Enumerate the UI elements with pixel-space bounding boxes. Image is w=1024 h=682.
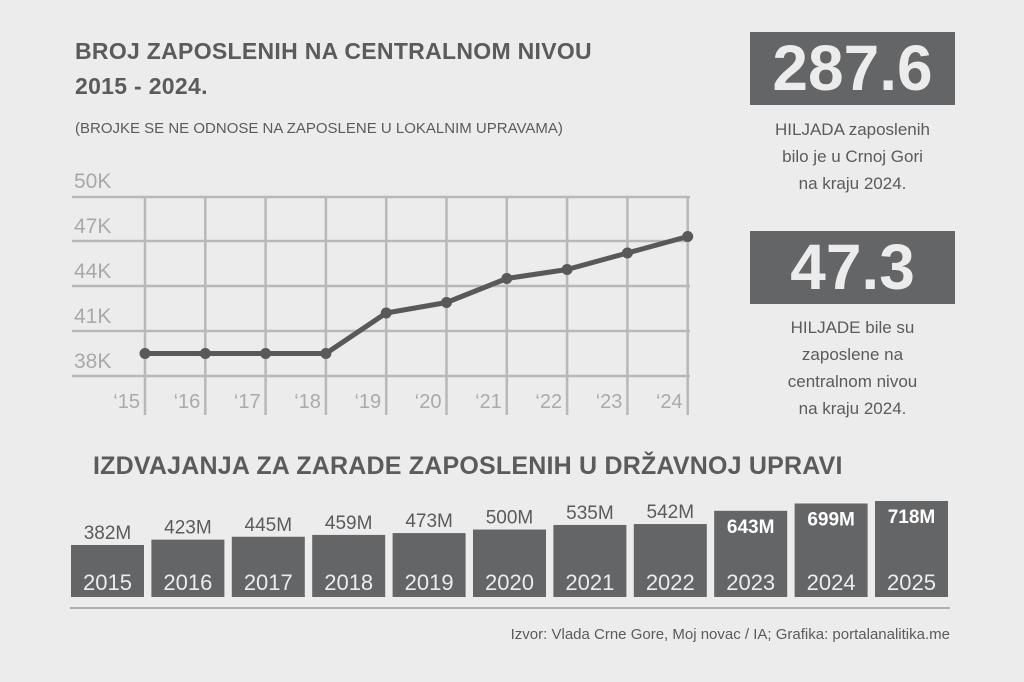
bar-value-label: 500M bbox=[486, 508, 534, 529]
chart-subtitle: (BROJKE SE NE ODNOSE NA ZAPOSLENE U LOKA… bbox=[75, 120, 563, 137]
bar-value-label: 542M bbox=[647, 502, 695, 523]
note-line: zaposlene na bbox=[801, 345, 904, 364]
y-tick-label: 38K bbox=[74, 350, 111, 373]
chart-title: BROJ ZAPOSLENIH NA CENTRALNOM NIVOU 2015… bbox=[75, 34, 592, 104]
data-point bbox=[380, 307, 392, 319]
bar-year-label: 2015 bbox=[83, 570, 132, 595]
data-point bbox=[682, 231, 694, 242]
y-tick-label: 44K bbox=[74, 260, 111, 283]
bar bbox=[875, 501, 948, 597]
note-line: HILJADA zaposlenih bbox=[775, 120, 930, 139]
data-point bbox=[501, 273, 513, 284]
x-tick-label: ‘20 bbox=[415, 391, 442, 413]
x-tick-label: ‘23 bbox=[596, 391, 623, 413]
data-point bbox=[320, 348, 332, 359]
note-line: na kraju 2024. bbox=[798, 399, 907, 418]
data-point bbox=[199, 348, 211, 359]
x-tick-label: ‘17 bbox=[234, 391, 261, 413]
salaries-section-title: IZDVAJANJA ZA ZARADE ZAPOSLENIH U DRŽAVN… bbox=[93, 452, 843, 480]
bar-value-label: 718M bbox=[888, 507, 936, 528]
data-point bbox=[441, 297, 452, 308]
bar bbox=[633, 524, 707, 597]
x-tick-label: ‘18 bbox=[294, 391, 321, 413]
bar-year-label: 2021 bbox=[565, 570, 614, 595]
x-tick-label: ‘21 bbox=[475, 391, 502, 413]
bar bbox=[151, 539, 225, 597]
bar-value-label: 423M bbox=[164, 518, 212, 539]
bar bbox=[714, 510, 788, 597]
stat-central-note: HILJADE bile su zaposlene na centralnom … bbox=[740, 314, 965, 422]
bar bbox=[794, 503, 868, 597]
data-point bbox=[260, 348, 272, 359]
note-line: centralnom nivou bbox=[787, 372, 918, 391]
bar-year-label: 2016 bbox=[163, 570, 212, 595]
bar-year-label: 2024 bbox=[807, 570, 856, 595]
x-tick-label: ‘22 bbox=[535, 391, 562, 413]
data-point bbox=[561, 264, 573, 275]
x-tick-label: ‘19 bbox=[354, 391, 381, 413]
note-line: bilo je u Crnoj Gori bbox=[782, 147, 923, 166]
bar-value-label: 473M bbox=[405, 511, 453, 532]
stat-central-value: 47.3 bbox=[750, 231, 955, 304]
bar-value-label: 445M bbox=[245, 515, 293, 536]
data-point bbox=[139, 348, 151, 359]
bar bbox=[71, 545, 144, 597]
bar-value-label: 643M bbox=[727, 517, 775, 538]
note-line: na kraju 2024. bbox=[798, 174, 907, 193]
source-credit: Izvor: Vlada Crne Gore, Moj novac / IA; … bbox=[510, 626, 950, 643]
bar-value-label: 535M bbox=[566, 503, 614, 524]
bar-value-label: 699M bbox=[807, 509, 855, 530]
y-tick-label: 47K bbox=[74, 215, 111, 238]
stat-total-note: HILJADA zaposlenih bilo je u Crnoj Gori … bbox=[740, 116, 965, 197]
x-tick-label: ‘24 bbox=[656, 391, 683, 413]
bar-year-label: 2023 bbox=[726, 570, 775, 595]
bar-value-label: 382M bbox=[84, 523, 132, 544]
y-tick-label: 50K bbox=[74, 170, 111, 193]
note-line: HILJADE bile su bbox=[790, 318, 915, 337]
bar bbox=[553, 524, 627, 597]
data-point bbox=[621, 247, 633, 259]
bar bbox=[231, 536, 305, 597]
title-line-2: 2015 - 2024. bbox=[75, 73, 208, 99]
stat-total-value: 287.6 bbox=[750, 32, 955, 105]
bar-year-label: 2019 bbox=[405, 570, 454, 595]
x-tick-label: ‘16 bbox=[174, 391, 201, 413]
bar-year-label: 2020 bbox=[485, 570, 534, 595]
salaries-bar-chart: 2015 382M 2016 423M 2017 445M 2018 459M 2019 473M… bbox=[70, 501, 950, 609]
bar-year-label: 2017 bbox=[244, 570, 293, 595]
bar bbox=[312, 534, 386, 597]
y-tick-label: 41K bbox=[74, 305, 111, 328]
bar-value-label: 459M bbox=[325, 513, 373, 534]
bar bbox=[473, 529, 546, 597]
title-line-1: BROJ ZAPOSLENIH NA CENTRALNOM NIVOU bbox=[75, 38, 592, 64]
bar-year-label: 2022 bbox=[646, 570, 695, 595]
bar-year-label: 2018 bbox=[324, 570, 373, 595]
series-line bbox=[145, 234, 689, 356]
bar bbox=[392, 533, 466, 597]
x-tick-label: ‘15 bbox=[113, 391, 140, 413]
bar-year-label: 2025 bbox=[887, 570, 936, 595]
employees-line-chart: 50K 47K 44K 41K 38K‘15 ‘16 ‘17 ‘18 ‘19 ‘20 ‘21 ‘22 ‘… bbox=[72, 170, 694, 415]
